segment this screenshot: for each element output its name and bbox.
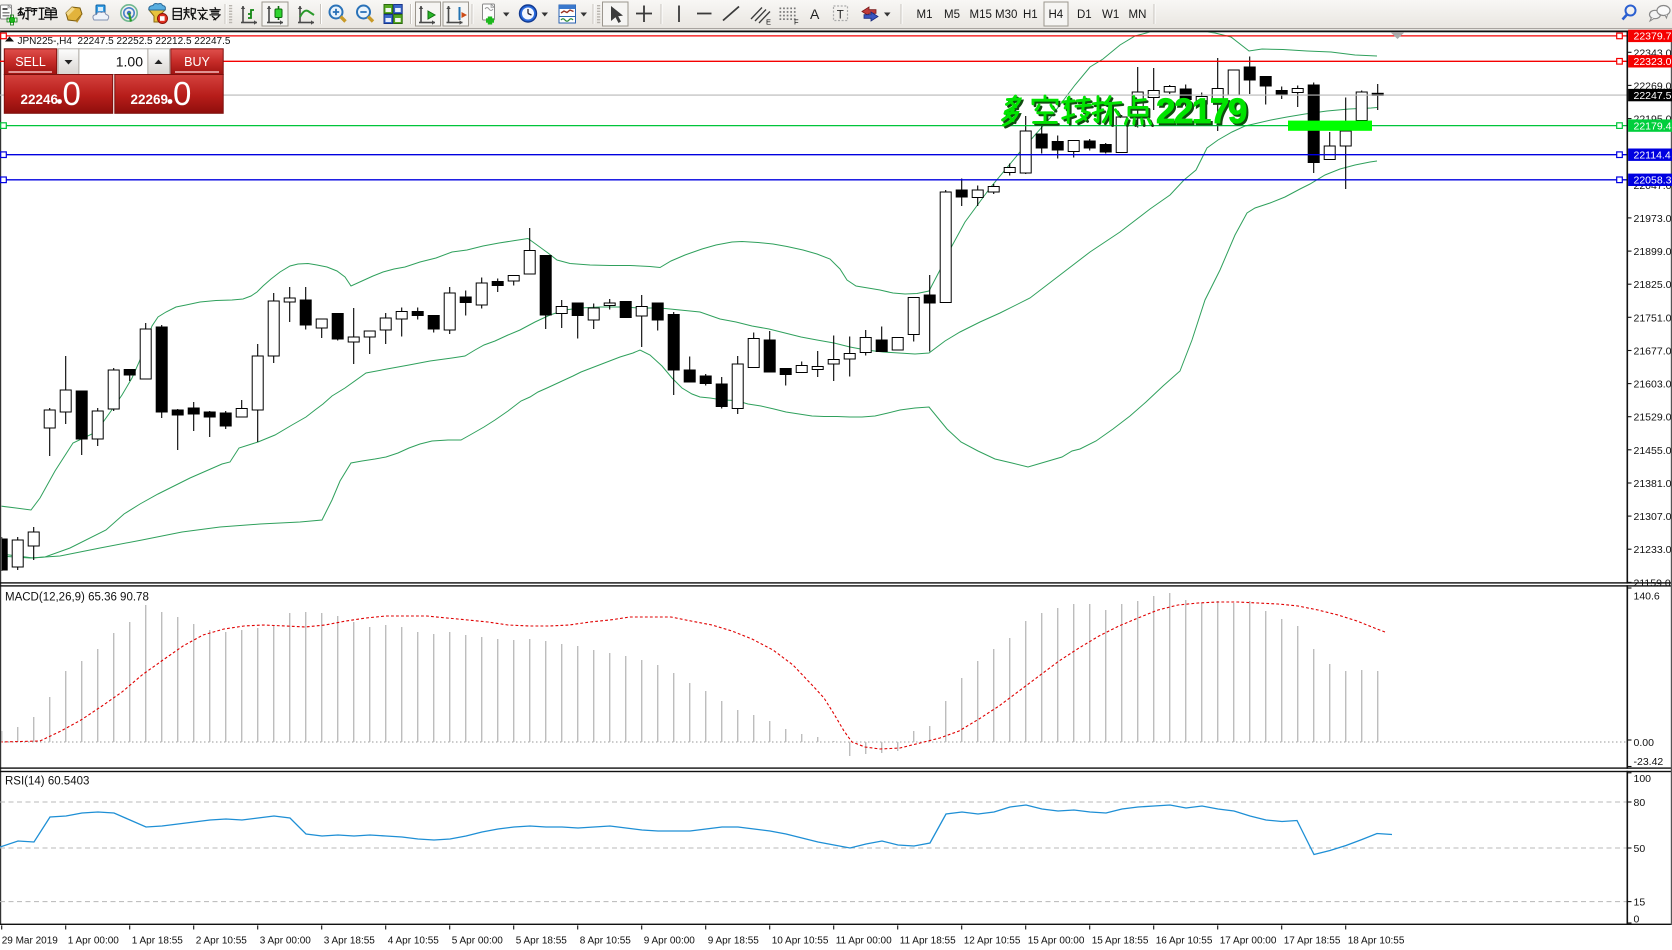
svg-text:H4: H4 — [1049, 9, 1064, 21]
svg-text:8 Apr 10:55: 8 Apr 10:55 — [580, 936, 632, 947]
svg-text:21603.0: 21603.0 — [1634, 379, 1672, 391]
svg-text:9 Apr 00:00: 9 Apr 00:00 — [644, 936, 696, 947]
svg-text:22379.7: 22379.7 — [1634, 31, 1672, 43]
svg-text:15: 15 — [1634, 897, 1646, 909]
svg-text:1 Apr 00:00: 1 Apr 00:00 — [68, 936, 120, 947]
svg-text:16 Apr 10:55: 16 Apr 10:55 — [1156, 936, 1213, 947]
svg-text:RSI(14) 60.5403: RSI(14) 60.5403 — [5, 776, 89, 788]
svg-text:21973.0: 21973.0 — [1634, 213, 1672, 225]
svg-text:W1: W1 — [1102, 9, 1119, 21]
svg-text:1 Apr 18:55: 1 Apr 18:55 — [132, 936, 184, 947]
svg-text:5 Apr 18:55: 5 Apr 18:55 — [516, 936, 568, 947]
svg-text:22246: 22246 — [21, 92, 59, 107]
svg-text:BUY: BUY — [184, 55, 210, 69]
svg-text:9 Apr 18:55: 9 Apr 18:55 — [708, 936, 760, 947]
svg-text:50: 50 — [1634, 843, 1646, 855]
svg-text:22323.0: 22323.0 — [1634, 56, 1672, 68]
svg-text:T: T — [837, 10, 844, 22]
svg-text:100: 100 — [1634, 773, 1652, 785]
svg-text:21233.0: 21233.0 — [1634, 544, 1672, 556]
svg-text:12 Apr 10:55: 12 Apr 10:55 — [964, 936, 1021, 947]
svg-text:29 Mar 2019: 29 Mar 2019 — [2, 936, 59, 947]
svg-text:H1: H1 — [1023, 9, 1038, 21]
svg-text:A: A — [810, 6, 820, 22]
svg-text:SELL: SELL — [15, 55, 46, 69]
svg-text:21751.0: 21751.0 — [1634, 312, 1672, 324]
svg-text:22179.4: 22179.4 — [1634, 120, 1672, 132]
svg-text:21381.0: 21381.0 — [1634, 478, 1672, 490]
svg-text:D1: D1 — [1077, 9, 1092, 21]
svg-text:M30: M30 — [995, 9, 1017, 21]
svg-text:-23.42: -23.42 — [1634, 756, 1664, 768]
svg-text:15 Apr 18:55: 15 Apr 18:55 — [1092, 936, 1149, 947]
svg-text:21159.0: 21159.0 — [1634, 577, 1671, 589]
svg-text:22179: 22179 — [1158, 94, 1249, 133]
svg-text:17 Apr 00:00: 17 Apr 00:00 — [1220, 936, 1277, 947]
svg-text:4 Apr 10:55: 4 Apr 10:55 — [388, 936, 440, 947]
svg-text:E: E — [766, 18, 771, 27]
svg-text:10 Apr 10:55: 10 Apr 10:55 — [772, 936, 829, 947]
svg-text:22058.3: 22058.3 — [1634, 175, 1672, 187]
svg-text:22247.5: 22247.5 — [1634, 90, 1672, 102]
svg-text:M5: M5 — [944, 9, 960, 21]
svg-text:0: 0 — [1634, 914, 1640, 926]
svg-text:18 Apr 10:55: 18 Apr 10:55 — [1348, 936, 1405, 947]
svg-text:21307.0: 21307.0 — [1634, 511, 1672, 523]
svg-text:21677.0: 21677.0 — [1634, 346, 1672, 358]
svg-text:140.6: 140.6 — [1634, 591, 1660, 603]
svg-text:MN: MN — [1129, 9, 1147, 21]
svg-text:M15: M15 — [970, 9, 992, 21]
svg-text:15 Apr 00:00: 15 Apr 00:00 — [1028, 936, 1085, 947]
svg-text:22114.4: 22114.4 — [1634, 150, 1671, 162]
svg-text:21455.0: 21455.0 — [1634, 445, 1672, 457]
svg-text:5 Apr 00:00: 5 Apr 00:00 — [452, 936, 504, 947]
svg-text:0: 0 — [63, 75, 81, 112]
svg-text:3 Apr 00:00: 3 Apr 00:00 — [260, 936, 312, 947]
svg-text:0.00: 0.00 — [1634, 737, 1655, 749]
svg-text:1.00: 1.00 — [116, 54, 143, 70]
svg-text:22269: 22269 — [131, 92, 169, 107]
svg-text:80: 80 — [1634, 797, 1646, 809]
svg-text:17 Apr 18:55: 17 Apr 18:55 — [1284, 936, 1341, 947]
svg-text:21825.0: 21825.0 — [1634, 279, 1672, 291]
svg-text:0: 0 — [173, 75, 191, 112]
svg-text:MACD(12,26,9) 65.36 90.78: MACD(12,26,9) 65.36 90.78 — [5, 592, 149, 604]
svg-text:11 Apr 00:00: 11 Apr 00:00 — [836, 936, 892, 947]
svg-text:21899.0: 21899.0 — [1634, 246, 1672, 258]
svg-text:M1: M1 — [917, 9, 933, 21]
svg-text:21529.0: 21529.0 — [1634, 412, 1672, 424]
svg-text:11 Apr 18:55: 11 Apr 18:55 — [900, 936, 956, 947]
svg-text:3 Apr 18:55: 3 Apr 18:55 — [324, 936, 376, 947]
svg-text:JPN225-,H4 22247.5 22252.5 22: JPN225-,H4 22247.5 22252.5 22212.5 22247… — [18, 36, 231, 47]
svg-text:2 Apr 10:55: 2 Apr 10:55 — [196, 936, 248, 947]
svg-text:22179: 22179 — [1156, 92, 1247, 131]
svg-text:F: F — [794, 18, 799, 27]
